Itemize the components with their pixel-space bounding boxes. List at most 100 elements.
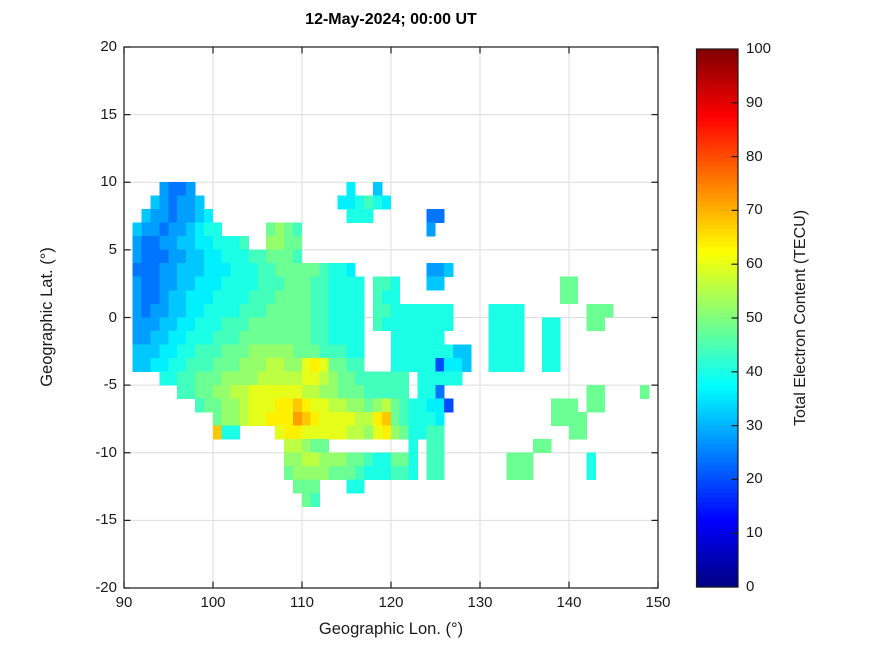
tec-cell [426,330,436,345]
colorbar-segment [696,398,738,404]
tec-cell [275,330,285,345]
tec-cell [426,357,436,372]
tec-cell [364,466,374,480]
tec-cell [132,290,142,305]
tec-cell [417,330,427,345]
tec-cell [399,398,409,413]
tec-cell [586,466,596,480]
tec-cell [292,398,303,413]
tec-cell [186,303,196,318]
tec-cell [195,303,205,318]
tec-cell [186,357,196,372]
tec-cell [319,384,329,399]
tec-cell [150,357,160,372]
x-tick-label: 120 [378,594,404,611]
tec-cell [488,303,498,318]
tec-cell [168,290,178,305]
colorbar-segment [696,439,738,445]
tec-cell [417,357,427,372]
tec-cell [284,371,294,386]
tec-cell [301,452,312,467]
colorbar-segment [696,389,738,395]
tec-cell [159,357,169,372]
tec-cell [248,384,258,399]
colorbar-segment [696,376,738,382]
tec-cell [212,222,223,237]
tec-cell [310,479,320,494]
tec-cell [186,263,196,278]
tec-cell [301,493,312,508]
tec-cell [346,411,356,426]
tec-cell [310,452,320,467]
tec-cell [355,195,365,210]
colorbar-segment [696,53,738,59]
tec-cell [462,357,472,372]
tec-cell [337,276,347,291]
y-tick-label: -20 [95,579,117,596]
tec-cell [132,276,142,291]
tec-cell [577,425,587,440]
colorbar-segment [696,331,738,337]
tec-cell [364,425,374,440]
tec-cell [373,290,383,305]
tec-cell [355,452,365,467]
tec-cell [426,411,436,426]
colorbar-segment [696,228,738,234]
tec-cell [435,357,445,372]
tec-cell [257,317,267,332]
tec-cell [248,290,258,305]
colorbar-segment [696,282,738,288]
tec-cell [301,276,312,291]
coastline-andaman-islands [144,141,148,174]
tec-cell [168,236,178,251]
tec-cell [141,276,151,291]
tec-cell [408,425,418,440]
colorbar-segment [696,448,738,454]
tec-cell [319,411,329,426]
colorbar-segment [696,371,738,377]
y-tick-label: 0 [108,308,117,326]
tec-cell [301,303,312,318]
tec-cell [346,195,356,210]
tec-cell [337,357,347,372]
tec-cell [212,371,223,386]
tec-cell [266,411,276,426]
tec-cell [328,466,338,480]
colorbar-tick-label: 20 [746,470,763,488]
tec-cell [390,303,401,318]
tec-cell [497,317,507,332]
colorbar-segment [696,326,738,333]
tec-cell [355,209,365,224]
tec-cell [435,344,445,359]
colorbar-segment [696,147,738,153]
colorbar-segment [696,474,738,480]
colorbar-segment [696,403,738,409]
colorbar-segment [696,465,738,472]
colorbar-segment [696,286,738,292]
tec-cell [266,290,276,305]
tec-cell [426,371,436,386]
tec-cell [373,182,383,196]
tec-cell [186,276,196,291]
tec-cell [568,425,579,440]
coastline-australia [387,464,634,590]
tec-cell [310,276,320,291]
tec-cell [132,357,142,372]
colorbar-segment [696,210,738,216]
tec-cell [203,249,214,264]
tec-cell [212,249,223,264]
tec-cell [141,222,151,237]
tec-cell [408,452,418,467]
tec-cell [230,357,240,372]
tec-cell [337,398,347,413]
tec-cell [390,411,401,426]
tec-cell [497,330,507,345]
tec-cell [426,263,436,278]
tec-cell [284,263,294,278]
tec-cell [551,330,561,345]
tec-cell [150,276,160,291]
colorbar-segment [696,434,738,440]
colorbar-segment [696,268,738,274]
tec-cell [337,411,347,426]
tec-cell [257,371,267,386]
